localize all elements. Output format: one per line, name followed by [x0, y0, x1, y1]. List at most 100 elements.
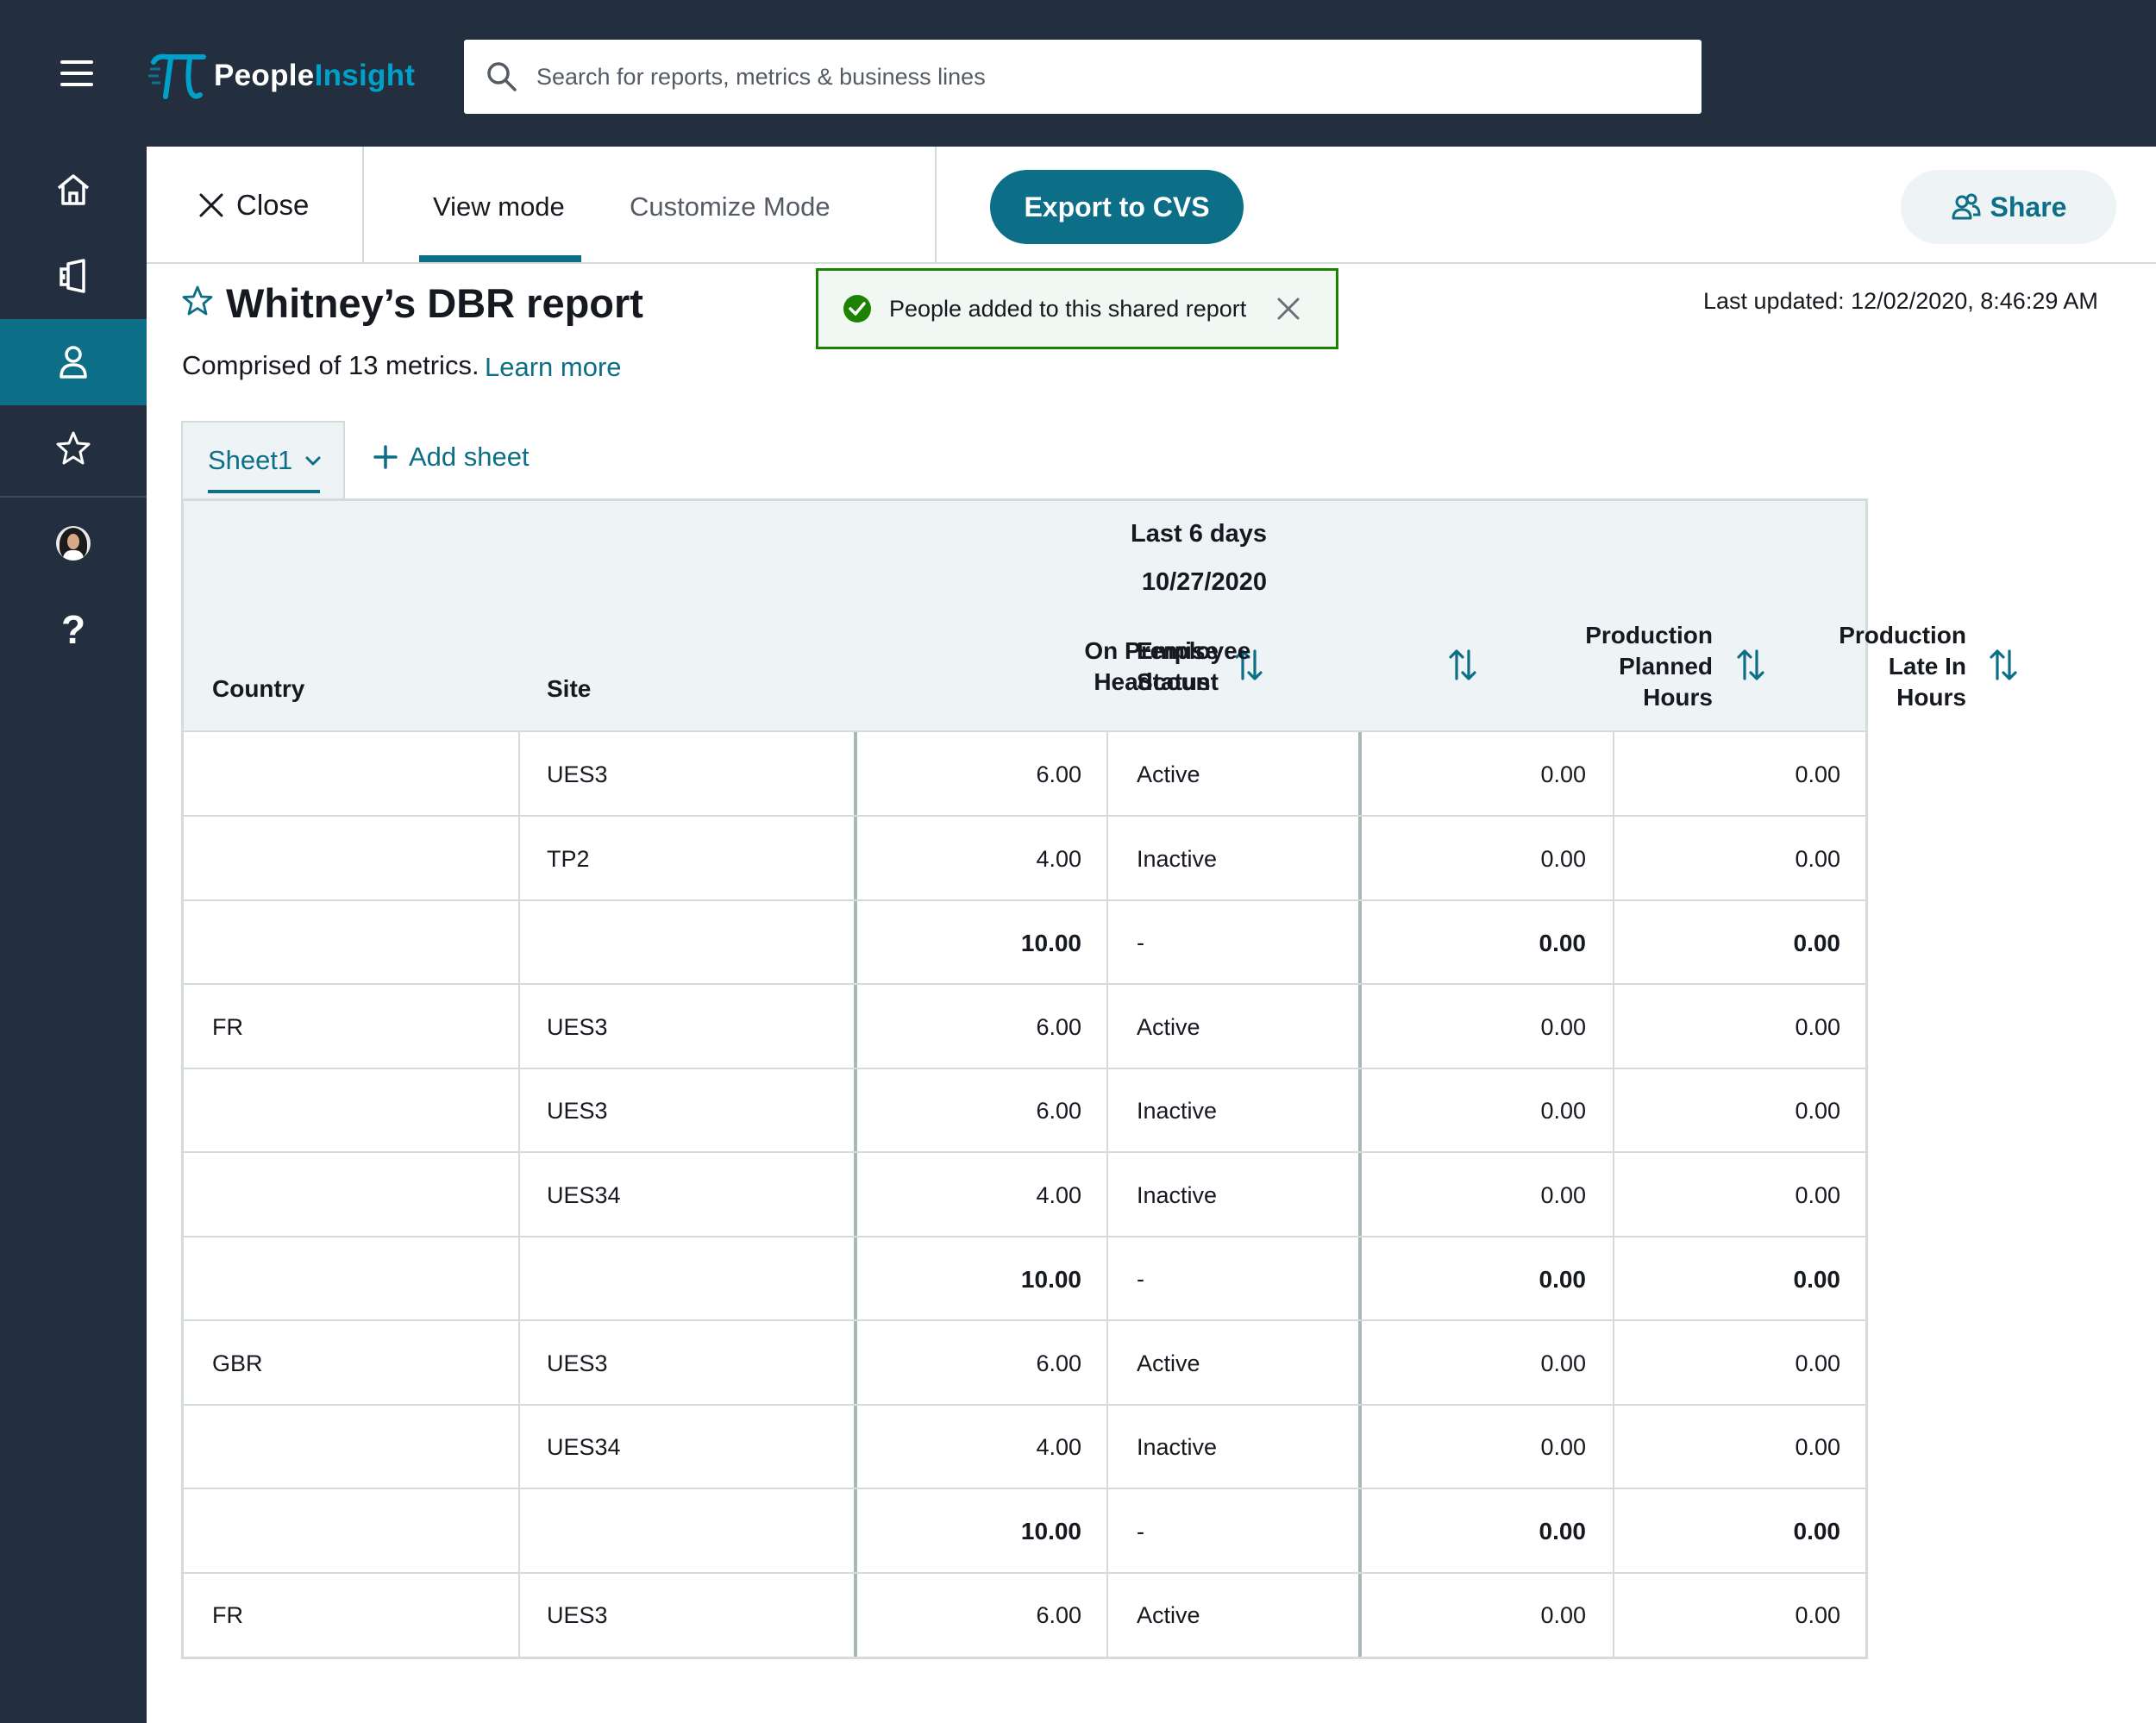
table-cell-late: 0.00: [1795, 845, 1840, 872]
table-cell-country: [188, 1406, 516, 1489]
table-row: UES34 4.00 Inactive 0.00 0.00: [184, 1406, 1865, 1489]
column-header-line: Planned: [1619, 653, 1713, 680]
table-row: FR UES3 6.00 Active 0.00 0.00: [184, 1574, 1865, 1657]
sheet-tab-indicator: [208, 490, 320, 493]
favorite-star-icon[interactable]: [181, 285, 214, 317]
table-cell-late: 0.00: [1795, 1602, 1840, 1628]
column-header-headcount[interactable]: On Premise Headcount: [839, 636, 1219, 698]
column-divider: [1106, 732, 1108, 1657]
search-bar[interactable]: [464, 40, 1702, 114]
table-cell-planned: 0.00: [1540, 1602, 1586, 1628]
sort-icon[interactable]: [1989, 648, 2018, 682]
table-cell-site: UES34: [547, 1181, 621, 1208]
table-row: 10.00 - 0.00 0.00: [184, 901, 1865, 985]
report-title: Whitney’s DBR report: [226, 280, 643, 326]
avatar: [56, 526, 91, 561]
table-cell-site: UES34: [547, 1434, 621, 1460]
table-cell-country: [188, 1069, 516, 1153]
sidebar-item-profile[interactable]: [0, 500, 147, 586]
close-icon: [199, 193, 223, 217]
table-cell-status: Active: [1137, 1602, 1200, 1628]
column-divider: [1613, 732, 1614, 1657]
period-date: 10/27/2020: [1141, 568, 1267, 596]
table-cell-planned: 0.00: [1540, 1013, 1586, 1040]
close-button[interactable]: Close: [198, 185, 309, 226]
table-cell-planned: 0.00: [1539, 1518, 1587, 1544]
column-header-status[interactable]: Employee Status: [1137, 636, 1250, 698]
column-header-planned-hours[interactable]: Production Planned Hours: [1391, 620, 1713, 713]
tab-view-mode[interactable]: View mode: [433, 191, 565, 222]
plus-icon: [373, 445, 398, 469]
chevron-down-icon: [305, 456, 321, 466]
column-header-line: Hours: [1896, 684, 1966, 711]
tab-customize-mode[interactable]: Customize Mode: [630, 191, 830, 222]
table-cell-headcount: 6.00: [1036, 761, 1081, 787]
report-toolbar: Close View mode Customize Mode Export to…: [147, 147, 2156, 264]
table-cell-status: -: [1137, 1266, 1144, 1292]
sidebar-item-home[interactable]: [0, 147, 147, 233]
share-button[interactable]: Share: [1901, 170, 2116, 244]
column-header-country[interactable]: Country: [212, 675, 305, 702]
table-cell-late: 0.00: [1793, 1518, 1841, 1544]
table-cell-country: [188, 1490, 516, 1574]
search-input[interactable]: [536, 63, 1658, 91]
table-cell-status: Active: [1137, 1013, 1200, 1040]
table-cell-headcount: 4.00: [1036, 1181, 1081, 1208]
table-row: 10.00 - 0.00 0.00: [184, 1237, 1865, 1321]
add-sheet-button[interactable]: Add sheet: [373, 442, 530, 473]
menu-icon[interactable]: [60, 60, 93, 86]
period-label: Last 6 days: [1131, 520, 1267, 548]
table-cell-planned: 0.00: [1539, 1265, 1587, 1293]
column-divider: [1358, 732, 1362, 1657]
column-header-line: On Premise: [1084, 637, 1219, 664]
sheet-tab-label: Sheet1: [208, 445, 293, 475]
sidebar-item-reports[interactable]: [0, 233, 147, 319]
sort-icon[interactable]: [1736, 648, 1765, 682]
table-cell-site: [520, 901, 852, 985]
table-cell-late: 0.00: [1795, 761, 1840, 787]
sort-icon[interactable]: [1448, 648, 1477, 682]
table-cell-status: Inactive: [1137, 1434, 1218, 1460]
add-sheet-label: Add sheet: [409, 442, 530, 472]
table-cell-country: [188, 1237, 516, 1321]
column-header-late-hours[interactable]: Production Late In Hours: [1650, 620, 1966, 713]
column-header-site[interactable]: Site: [547, 675, 592, 702]
dismiss-icon[interactable]: [1275, 296, 1301, 322]
table-cell-late: 0.00: [1795, 1434, 1840, 1460]
table-cell-site: UES3: [547, 761, 608, 787]
table-cell-headcount: 10.00: [1020, 929, 1081, 956]
home-icon: [57, 174, 90, 205]
app-name-accent: Insight: [314, 59, 416, 92]
table-cell-headcount: 4.00: [1036, 845, 1081, 872]
toolbar-divider: [935, 147, 937, 264]
sidebar: ?: [0, 147, 147, 1723]
close-label: Close: [236, 189, 310, 221]
table-cell-country: [188, 1154, 516, 1237]
export-button[interactable]: Export to CVS: [990, 170, 1244, 244]
table-cell-planned: 0.00: [1540, 1098, 1586, 1124]
sheet-tab-sheet1[interactable]: Sheet1: [181, 421, 345, 502]
table-cell-site: UES3: [547, 1098, 608, 1124]
table-cell-status: -: [1137, 1518, 1144, 1544]
app-name-primary: People: [214, 59, 315, 92]
sidebar-item-people[interactable]: [0, 319, 147, 405]
table-row: UES3 6.00 Inactive 0.00 0.00: [184, 1069, 1865, 1153]
table-cell-status: Inactive: [1137, 1098, 1218, 1124]
column-header-line: Status: [1137, 668, 1211, 695]
sort-icon[interactable]: [1234, 648, 1263, 682]
column-header-line: Hours: [1643, 684, 1713, 711]
table-cell-country: [188, 901, 516, 985]
app-logo[interactable]: PeopleInsight: [148, 50, 415, 102]
learn-more-link[interactable]: Learn more: [485, 352, 622, 382]
sidebar-divider: [0, 496, 147, 498]
table-cell-planned: 0.00: [1540, 1350, 1586, 1376]
sidebar-item-favorites[interactable]: [0, 405, 147, 492]
sidebar-item-help[interactable]: ?: [0, 586, 147, 673]
logo-mark: [148, 53, 206, 99]
column-header-line: Headcount: [1094, 668, 1219, 695]
toolbar-divider: [362, 147, 364, 264]
search-icon: [487, 62, 517, 91]
table-row: UES3 6.00 Active 0.00 0.00: [184, 733, 1865, 817]
table-cell-headcount: 6.00: [1036, 1350, 1081, 1376]
help-icon: ?: [60, 607, 86, 652]
